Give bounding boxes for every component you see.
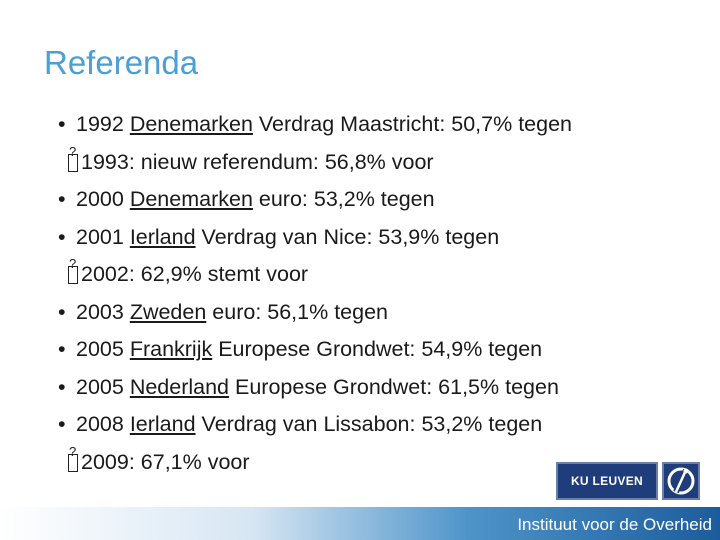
country-name: Nederland xyxy=(129,374,230,399)
list-item: • 2005 Frankrijk Europese Grondwet: 54,9%… xyxy=(58,331,708,369)
bullet-marker: • xyxy=(58,412,66,436)
footer-institute-name: Instituut voor de Overheid xyxy=(517,515,712,534)
ku-leuven-logo: KU LEUVEN xyxy=(556,462,658,500)
institute-mark-icon xyxy=(667,467,695,495)
institute-logo-icon xyxy=(662,462,700,500)
country-name: Denemarken xyxy=(129,112,253,136)
ku-leuven-logo-text: KU LEUVEN xyxy=(570,474,644,488)
missing-glyph-icon xyxy=(68,445,78,472)
bullet-marker: • xyxy=(58,337,66,361)
country-name: Denemarken xyxy=(129,187,253,211)
list-item: • 2008 Ierland Verdrag van Lissabon: 53,2… xyxy=(58,406,708,444)
list-subitem: 2009: 67,1% voor xyxy=(58,444,708,482)
list-item: • 2003 Zweden euro: 56,1% tegen xyxy=(58,294,708,332)
list-subitem: 1993: nieuw referendum: 56,8% voor xyxy=(58,144,708,182)
bullet-marker: • xyxy=(58,299,66,324)
slide-title: Referenda xyxy=(44,44,199,81)
country-name: Ierland xyxy=(129,412,196,436)
referenda-list: • 1992 Denemarken Verdrag Maastricht: 50,… xyxy=(58,106,708,481)
logo-group: KU LEUVEN xyxy=(556,462,700,500)
bullet-marker: • xyxy=(58,374,66,399)
bullet-marker: • xyxy=(58,224,66,249)
list-item: • 2005 Nederland Europese Grondwet: 61,5%… xyxy=(58,369,708,407)
list-item: • 2001 Ierland Verdrag van Nice: 53,9% te… xyxy=(58,219,708,257)
country-name: Ierland xyxy=(129,224,196,249)
footer-bar: Instituut voor de Overheid xyxy=(0,507,720,540)
list-item: • 1992 Denemarken Verdrag Maastricht: 50,… xyxy=(58,106,708,144)
list-subitem: 2002: 62,9% stemt voor xyxy=(58,256,708,294)
country-name: Frankrijk xyxy=(129,337,213,361)
country-name: Zweden xyxy=(129,299,207,324)
bullet-marker: • xyxy=(58,112,66,136)
missing-glyph-icon xyxy=(68,145,78,172)
list-item: • 2000 Denemarken euro: 53,2% tegen xyxy=(58,181,708,219)
missing-glyph-icon xyxy=(68,257,78,284)
bullet-marker: • xyxy=(58,187,66,211)
